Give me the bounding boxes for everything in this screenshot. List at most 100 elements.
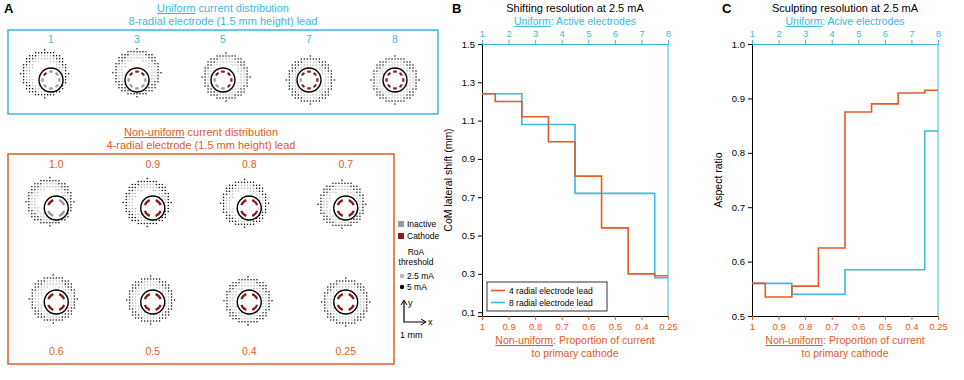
roa-dot — [136, 51, 138, 53]
roa-dot — [146, 184, 148, 186]
roa-dot — [313, 97, 315, 99]
roa-dot — [247, 276, 249, 278]
roa-dot — [292, 70, 294, 72]
roa-dot — [332, 191, 334, 193]
roa-dot — [121, 66, 123, 68]
roa-dot — [147, 281, 149, 283]
roa-dot — [29, 91, 31, 93]
roa-dot — [319, 100, 321, 102]
roa-dot — [406, 94, 408, 96]
roa-dot — [44, 286, 46, 288]
roa-dot — [403, 100, 405, 102]
roa-dot — [262, 203, 264, 205]
roa-dot — [262, 215, 264, 217]
roa-dot — [357, 295, 359, 297]
roa-dot — [165, 314, 167, 316]
roa-dot — [376, 94, 378, 96]
roa-dot — [244, 321, 246, 323]
roa-dot — [134, 196, 136, 198]
roa-dot — [259, 288, 261, 290]
roa-dot — [50, 55, 52, 57]
roa-dot — [159, 317, 161, 319]
roa-dot — [327, 307, 329, 309]
roa-dot — [325, 94, 327, 96]
roa-dot — [149, 181, 151, 183]
roa-dot — [73, 201, 75, 203]
roa-dot — [28, 204, 30, 206]
roa-dot — [329, 218, 331, 220]
electrode-contact — [221, 87, 225, 89]
roa-dot — [129, 308, 131, 310]
roa-dot — [152, 184, 154, 186]
roa-dot — [304, 97, 306, 99]
roa-dot — [59, 91, 61, 93]
electrode-contact — [144, 293, 150, 299]
roa-dot — [379, 79, 381, 81]
roa-dot — [362, 206, 364, 208]
roa-dot — [229, 197, 231, 199]
roa-dot — [347, 188, 349, 190]
roa-dot — [351, 319, 353, 321]
roa-dot — [213, 58, 215, 60]
roa-dot — [164, 187, 166, 189]
roa-dot — [322, 73, 324, 75]
roa-dot — [359, 200, 361, 202]
roa-dot — [44, 55, 46, 57]
roa-dot — [23, 70, 25, 72]
roa-dot — [328, 79, 330, 81]
roa-dot — [316, 94, 318, 96]
roa-dot — [135, 293, 137, 295]
roa-dot — [115, 78, 117, 80]
roa-dot — [356, 218, 358, 220]
roa-dot — [265, 315, 267, 317]
roa-dot — [38, 88, 40, 90]
roa-dot — [207, 70, 209, 72]
roa-dot — [295, 97, 297, 99]
roa-dot — [128, 202, 130, 204]
roa-dot — [328, 91, 330, 93]
roa-dot — [323, 212, 325, 214]
roa-dot — [360, 301, 362, 303]
roa-dot — [360, 292, 362, 294]
roa-dot — [148, 90, 150, 92]
roa-dot — [153, 278, 155, 280]
roa-dot — [228, 97, 230, 99]
roa-dot — [131, 193, 133, 195]
electrode-contact — [393, 87, 397, 89]
roa-dot — [158, 190, 160, 192]
roa-dot — [265, 288, 267, 290]
roa-dot — [391, 58, 393, 60]
roa-dot — [295, 76, 297, 78]
legend-swatch — [398, 221, 404, 227]
roa-dot — [310, 94, 312, 96]
roa-dot — [330, 310, 332, 312]
panel-a: AUniformcurrent distribution8-radial ele… — [4, 1, 439, 364]
roa-dot — [31, 204, 33, 206]
electrode-contact — [240, 211, 246, 217]
roa-dot — [322, 91, 324, 93]
roa-dot — [397, 97, 399, 99]
roa-dot — [335, 221, 337, 223]
tick-mark — [562, 40, 563, 44]
roa-dot — [330, 301, 332, 303]
roa-dot — [232, 194, 234, 196]
roa-dot — [32, 64, 34, 66]
roa-dot — [409, 88, 411, 90]
roa-dot — [65, 79, 67, 81]
roa-dot — [131, 190, 133, 192]
title-underlined: Non-uniform — [124, 126, 185, 138]
roa-dot — [238, 188, 240, 190]
roa-dot — [228, 55, 230, 57]
title-text: current distribution — [188, 126, 279, 138]
tick-label: 0.25 — [659, 321, 678, 332]
roa-dot — [65, 286, 67, 288]
tick-label: 8 — [666, 28, 671, 39]
roa-dot — [151, 63, 153, 64]
roa-dot — [253, 191, 255, 193]
tick-mark — [535, 40, 536, 44]
roa-dot — [357, 307, 359, 309]
roa-dot — [298, 67, 300, 69]
roa-dot — [246, 82, 248, 84]
roa-dot — [326, 203, 328, 205]
electrode-contact — [301, 84, 305, 88]
